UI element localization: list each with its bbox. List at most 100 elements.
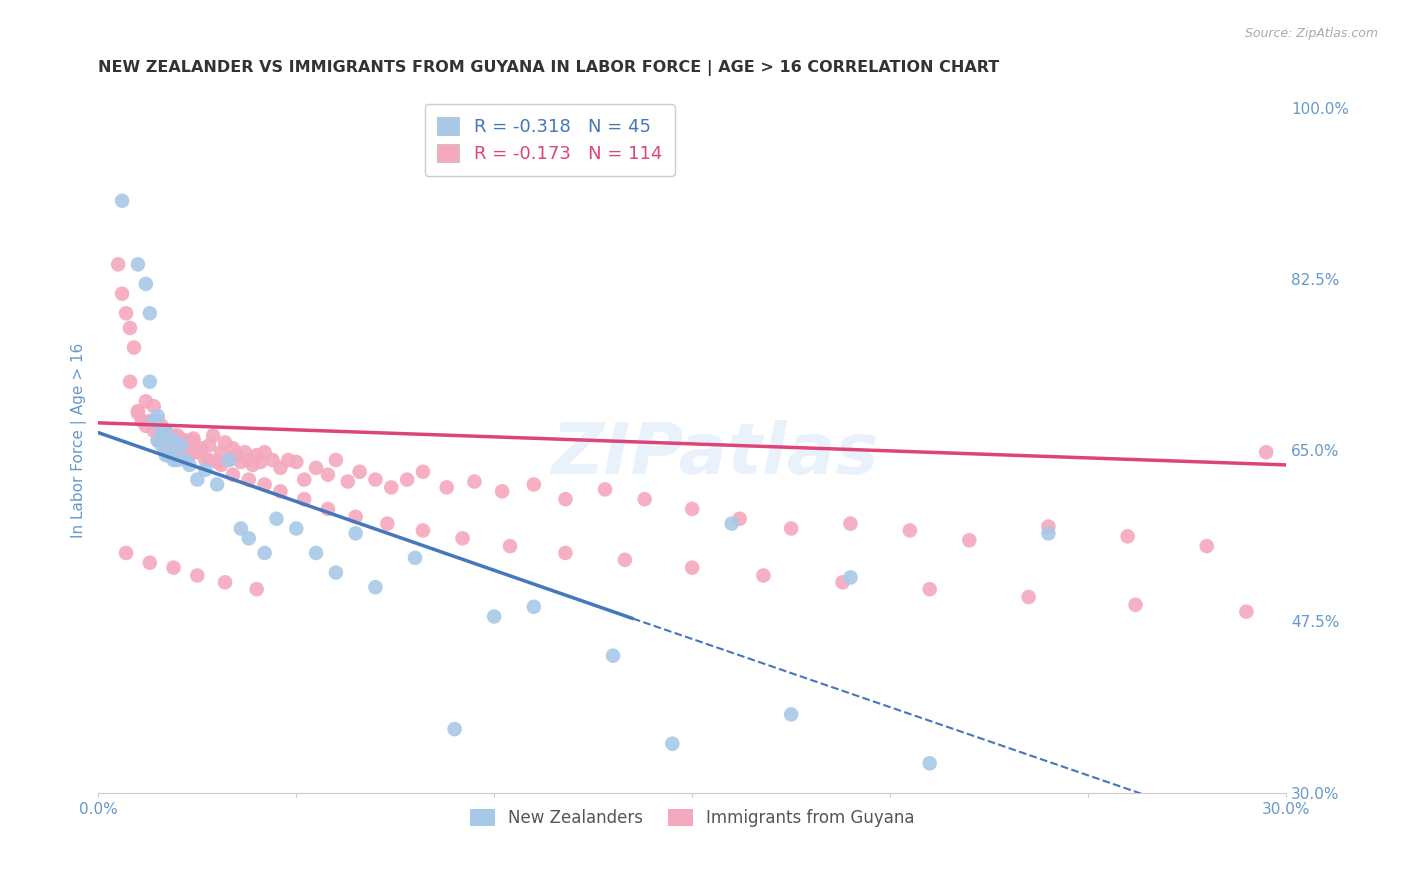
Point bbox=[554, 492, 576, 507]
Point bbox=[523, 599, 546, 614]
Point bbox=[155, 443, 177, 458]
Point bbox=[159, 428, 181, 442]
Point bbox=[1234, 605, 1257, 619]
Point bbox=[166, 448, 188, 462]
Point bbox=[135, 418, 157, 433]
Point bbox=[222, 467, 245, 482]
Point bbox=[1125, 598, 1147, 612]
Point bbox=[131, 414, 153, 428]
Point bbox=[146, 434, 169, 448]
Point bbox=[484, 609, 506, 624]
Point bbox=[166, 434, 188, 448]
Point bbox=[412, 465, 434, 479]
Point bbox=[1038, 526, 1060, 541]
Point bbox=[155, 424, 177, 438]
Point bbox=[443, 722, 465, 736]
Point bbox=[209, 445, 232, 459]
Point bbox=[115, 306, 138, 320]
Point bbox=[523, 477, 546, 491]
Point bbox=[159, 434, 181, 448]
Point bbox=[554, 546, 576, 560]
Point bbox=[1195, 539, 1218, 553]
Point bbox=[214, 575, 236, 590]
Point bbox=[238, 453, 260, 467]
Point bbox=[170, 448, 193, 462]
Point bbox=[325, 566, 347, 580]
Point bbox=[325, 453, 347, 467]
Point bbox=[162, 443, 184, 458]
Point bbox=[225, 448, 247, 462]
Point bbox=[170, 438, 193, 452]
Point bbox=[139, 414, 162, 428]
Point bbox=[214, 435, 236, 450]
Point bbox=[142, 424, 165, 438]
Point bbox=[139, 556, 162, 570]
Point bbox=[661, 737, 683, 751]
Point bbox=[162, 453, 184, 467]
Point bbox=[316, 467, 339, 482]
Point bbox=[602, 648, 624, 663]
Point bbox=[142, 414, 165, 428]
Point bbox=[155, 448, 177, 462]
Point bbox=[349, 465, 371, 479]
Point bbox=[194, 463, 217, 477]
Point bbox=[336, 475, 359, 489]
Point bbox=[375, 516, 398, 531]
Point bbox=[344, 509, 367, 524]
Point bbox=[404, 550, 426, 565]
Point bbox=[305, 546, 328, 560]
Point bbox=[831, 575, 853, 590]
Point bbox=[107, 257, 129, 271]
Point bbox=[146, 409, 169, 423]
Point bbox=[186, 473, 208, 487]
Point bbox=[209, 458, 232, 472]
Point bbox=[253, 445, 276, 459]
Point bbox=[233, 445, 256, 459]
Point bbox=[186, 445, 208, 459]
Point bbox=[118, 321, 141, 335]
Point bbox=[451, 531, 474, 545]
Point bbox=[613, 553, 636, 567]
Point bbox=[150, 425, 173, 440]
Point bbox=[170, 434, 193, 448]
Point bbox=[242, 458, 264, 472]
Point bbox=[218, 453, 240, 467]
Point bbox=[159, 434, 181, 448]
Point bbox=[118, 375, 141, 389]
Point bbox=[222, 442, 245, 456]
Point bbox=[162, 428, 184, 442]
Point bbox=[127, 404, 149, 418]
Point bbox=[150, 438, 173, 452]
Point bbox=[139, 375, 162, 389]
Point bbox=[127, 257, 149, 271]
Point bbox=[633, 492, 655, 507]
Point bbox=[593, 483, 616, 497]
Text: Source: ZipAtlas.com: Source: ZipAtlas.com bbox=[1244, 27, 1378, 40]
Point bbox=[380, 480, 402, 494]
Point bbox=[1038, 519, 1060, 533]
Point bbox=[183, 434, 205, 448]
Point bbox=[918, 756, 941, 771]
Point bbox=[127, 406, 149, 420]
Point bbox=[839, 570, 862, 584]
Point bbox=[364, 473, 387, 487]
Point bbox=[218, 453, 240, 467]
Point bbox=[898, 524, 921, 538]
Point bbox=[277, 453, 299, 467]
Point bbox=[198, 438, 221, 452]
Point bbox=[183, 432, 205, 446]
Point bbox=[292, 473, 315, 487]
Point bbox=[146, 434, 169, 448]
Point bbox=[344, 526, 367, 541]
Point bbox=[229, 455, 252, 469]
Point bbox=[194, 453, 217, 467]
Point bbox=[162, 560, 184, 574]
Point bbox=[229, 521, 252, 535]
Point bbox=[174, 453, 197, 467]
Point bbox=[364, 580, 387, 594]
Point bbox=[166, 428, 188, 442]
Point bbox=[266, 512, 288, 526]
Point bbox=[115, 546, 138, 560]
Point bbox=[150, 424, 173, 438]
Point bbox=[253, 477, 276, 491]
